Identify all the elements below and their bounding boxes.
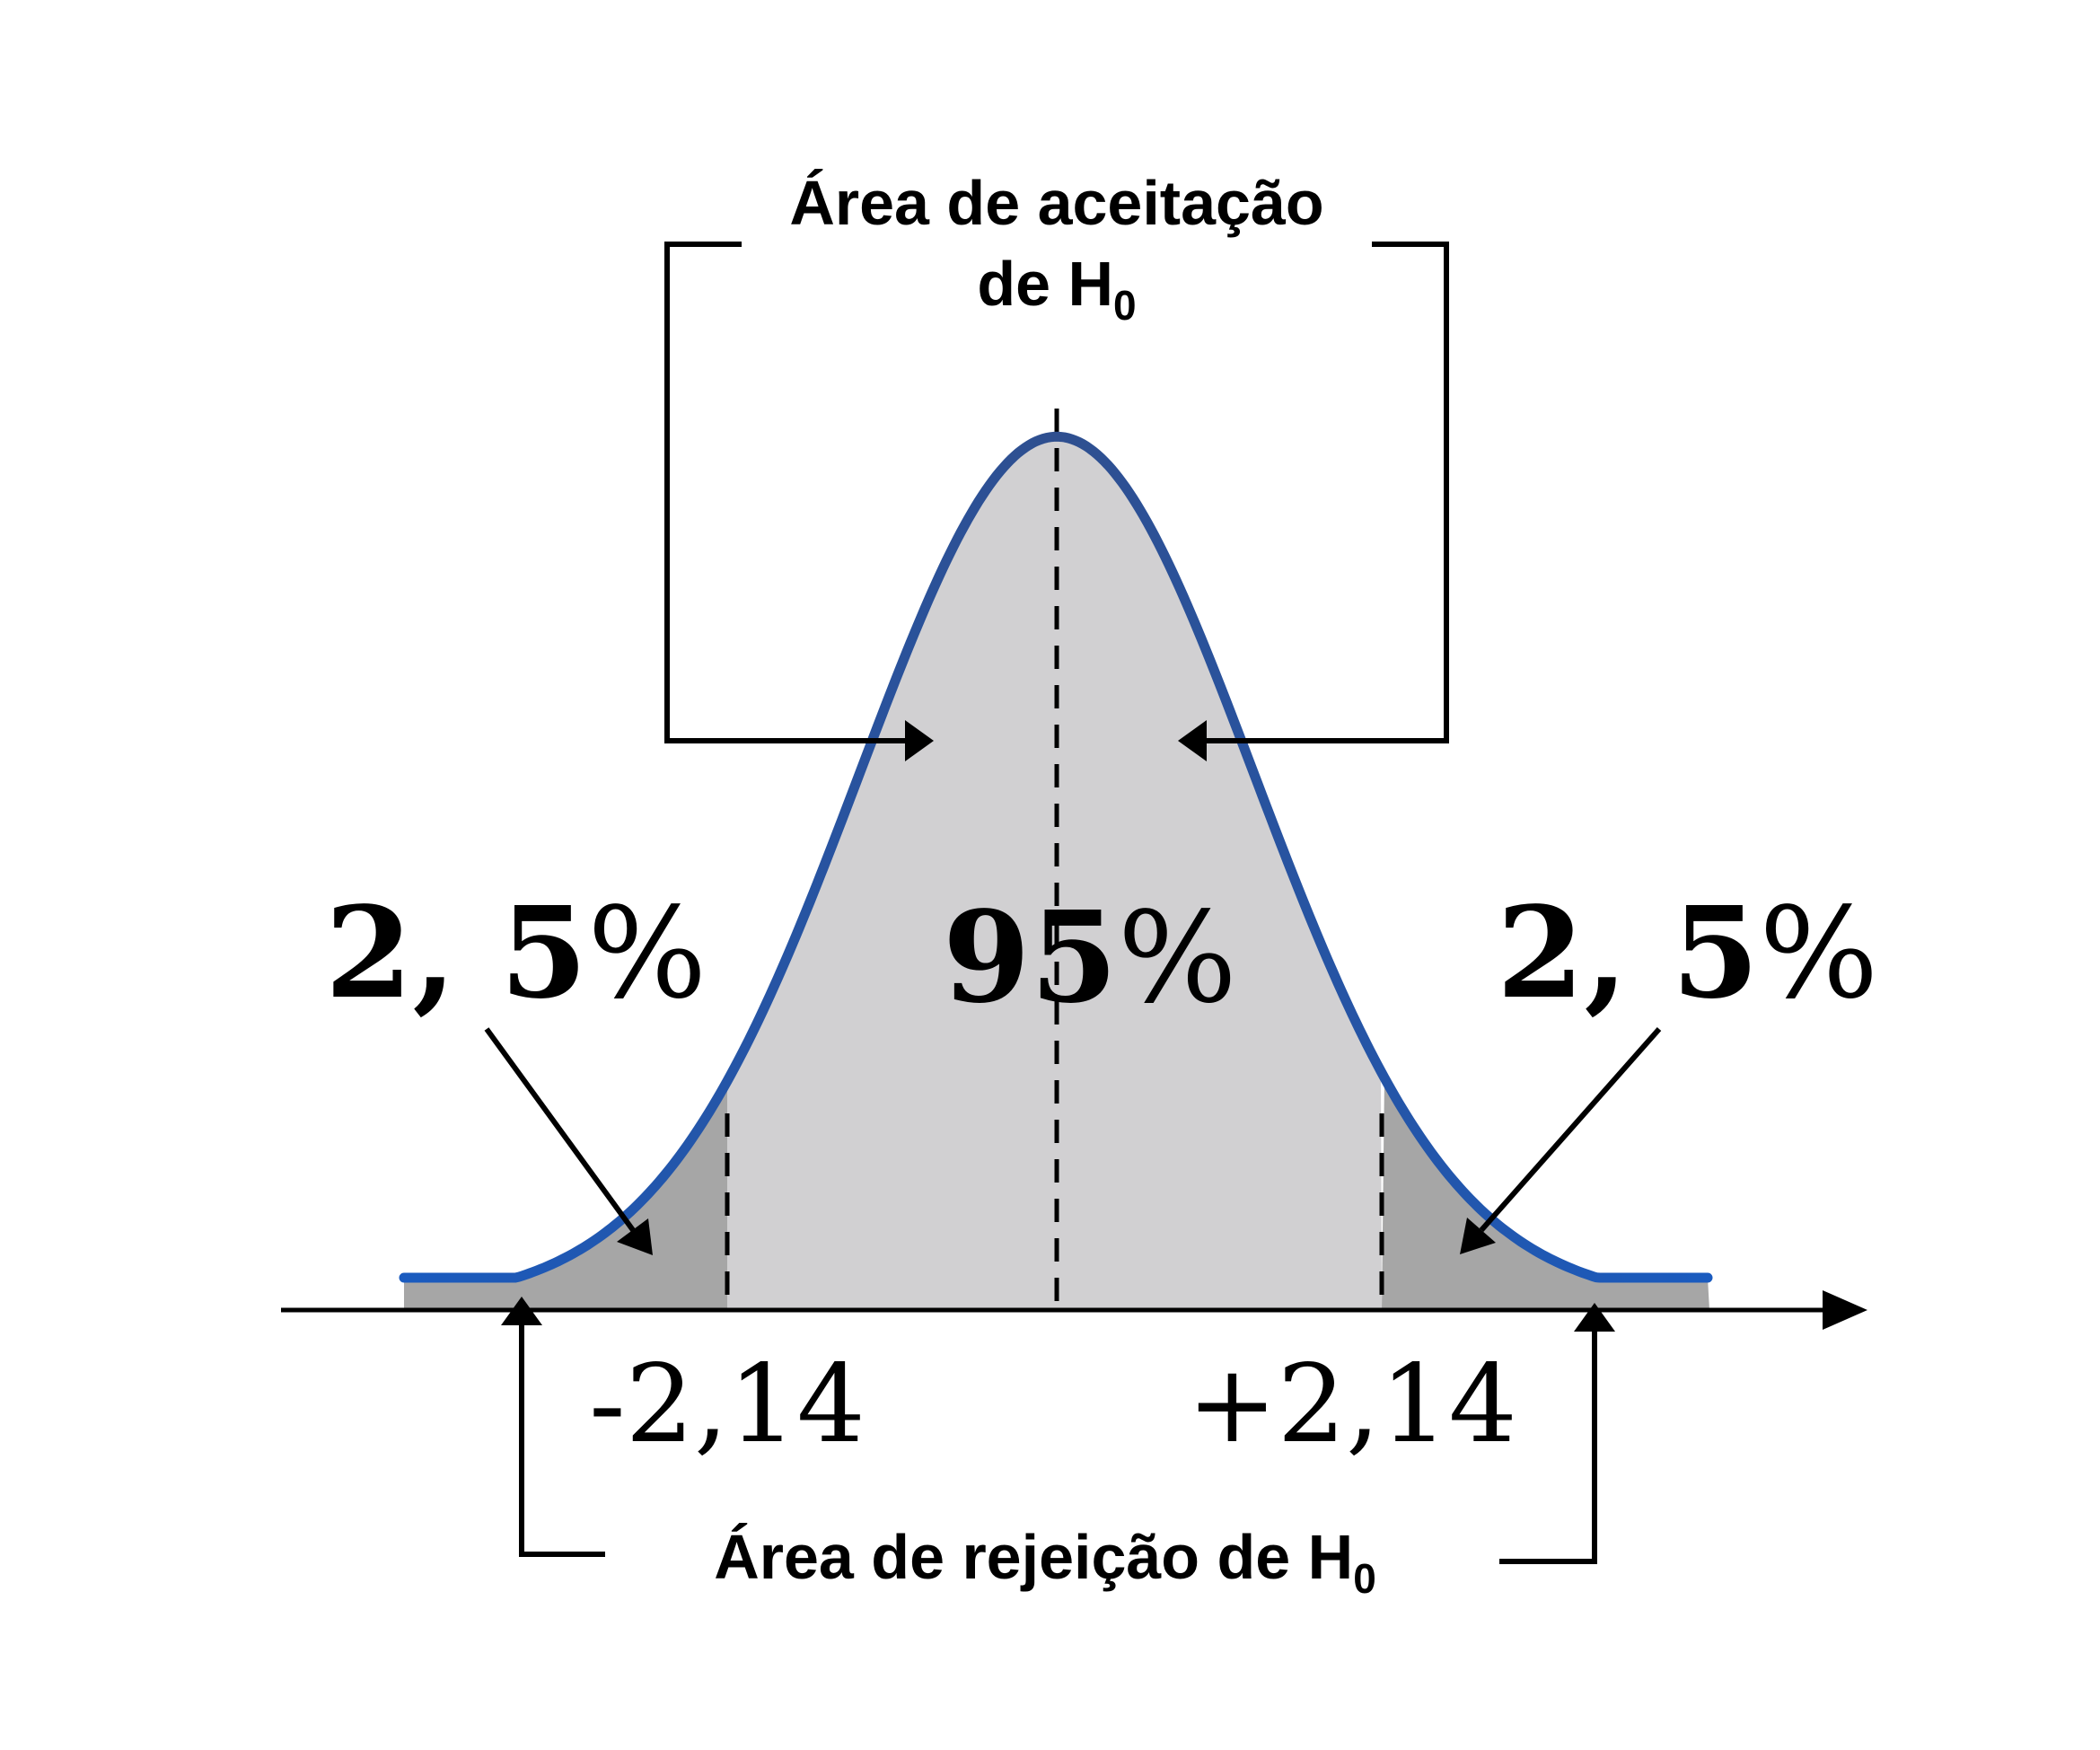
- rejection-arrowhead-left: [501, 1297, 542, 1325]
- right-tail-arrow-line: [1479, 1027, 1662, 1232]
- acceptance-arrowhead-right: [1178, 720, 1207, 761]
- percent-center: 95%: [943, 884, 1237, 1032]
- rejection-arrowhead-right: [1574, 1303, 1615, 1332]
- acceptance-bracket-right: [1206, 242, 1449, 743]
- rejection-bracket-right: [1499, 1331, 1597, 1564]
- percent-center-number: 95: [943, 884, 1118, 1032]
- rejection-label: Área de rejeição de H0: [714, 1522, 1376, 1602]
- left-tail-arrow-line: [484, 1027, 636, 1232]
- right-tail-arrowhead: [1460, 1218, 1496, 1254]
- percent-right-number: 2, 5: [1497, 880, 1759, 1027]
- x-axis-arrowhead: [1823, 1290, 1867, 1330]
- percent-left-symbol: %: [587, 881, 707, 1027]
- acceptance-label-line1: Área de aceitação: [789, 168, 1323, 238]
- acceptance-label-h: de H: [977, 249, 1113, 319]
- percent-center-symbol: %: [1118, 885, 1237, 1032]
- percent-left: 2, 5%: [325, 880, 707, 1027]
- left-tail-arrowhead: [617, 1218, 653, 1255]
- acceptance-region: [727, 436, 1382, 1310]
- acceptance-label-line2: de H0: [977, 249, 1136, 329]
- acceptance-label-subscript: 0: [1113, 282, 1137, 329]
- rejection-label-subscript: 0: [1353, 1555, 1376, 1602]
- percent-right: 2, 5%: [1497, 880, 1878, 1027]
- rejection-label-main: Área de rejeição de H: [714, 1522, 1353, 1592]
- percent-left-number: 2, 5: [325, 880, 587, 1027]
- acceptance-bracket-left: [664, 242, 907, 743]
- critical-value-right: +2,14: [1187, 1342, 1517, 1467]
- acceptance-arrowhead-left: [905, 720, 934, 761]
- percent-right-symbol: %: [1759, 881, 1878, 1027]
- critical-value-left: -2,14: [589, 1342, 865, 1467]
- rejection-bracket-left: [519, 1324, 605, 1557]
